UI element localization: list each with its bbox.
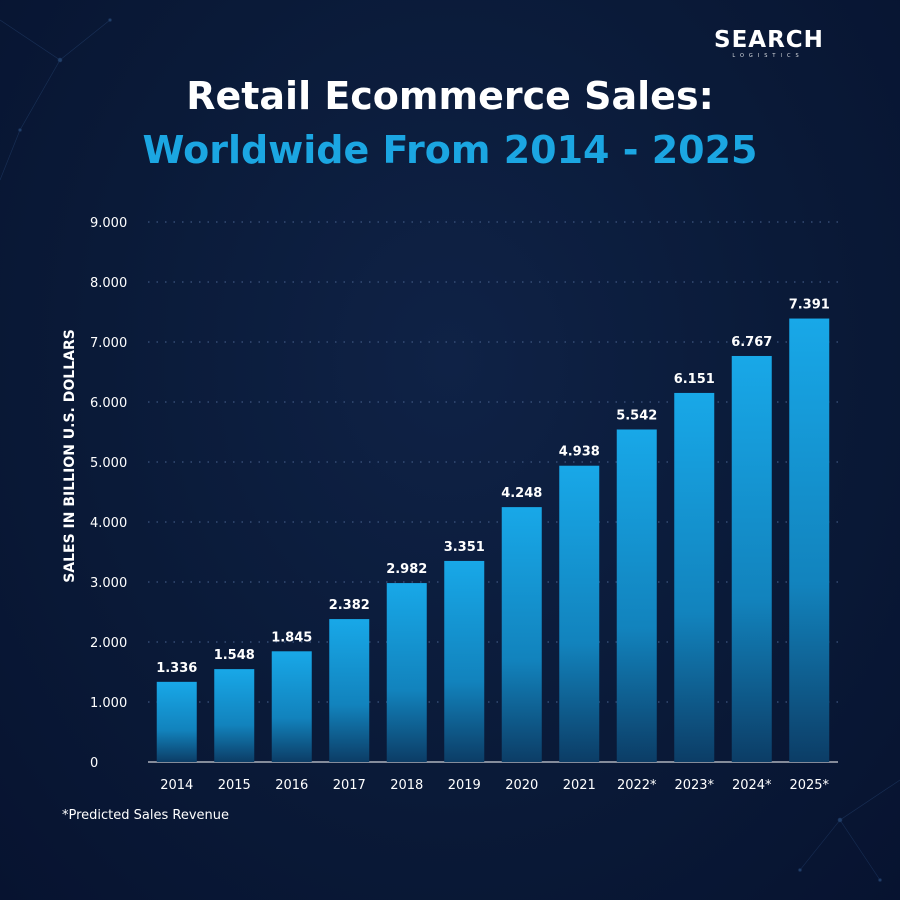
y-tick-label: 1.000 bbox=[90, 696, 127, 711]
bar-2015 bbox=[214, 669, 255, 762]
y-tick-label: 9.000 bbox=[90, 216, 127, 231]
bar-value-label: 5.542 bbox=[616, 408, 657, 423]
y-tick-label: 8.000 bbox=[90, 276, 127, 291]
bar-value-label: 1.845 bbox=[271, 630, 312, 645]
bar-2020 bbox=[501, 507, 542, 762]
bar-2014 bbox=[156, 681, 197, 762]
chart-subtitle: Worldwide From 2014 - 2025 bbox=[142, 128, 758, 172]
x-tick-label: 2019 bbox=[448, 778, 481, 793]
footnote: *Predicted Sales Revenue bbox=[62, 808, 230, 823]
y-tick-label: 3.000 bbox=[90, 576, 127, 591]
logo-wordmark: SEARCH bbox=[714, 27, 824, 53]
x-tick-label: 2025* bbox=[789, 778, 829, 793]
bar-2021 bbox=[559, 465, 600, 762]
bar-value-label: 1.548 bbox=[214, 648, 255, 663]
bar-value-label: 4.938 bbox=[559, 445, 600, 460]
y-tick-label: 7.000 bbox=[90, 336, 127, 351]
bar-value-label: 7.391 bbox=[789, 298, 830, 313]
x-tick-label: 2016 bbox=[275, 778, 308, 793]
x-tick-label: 2015 bbox=[218, 778, 251, 793]
x-tick-label: 2024* bbox=[732, 778, 772, 793]
bar-2025-predicted bbox=[789, 318, 830, 762]
y-tick-label: 0 bbox=[90, 756, 98, 771]
bar-value-label: 6.151 bbox=[674, 372, 715, 387]
bar-value-label: 3.351 bbox=[444, 540, 485, 555]
x-tick-label: 2022* bbox=[617, 778, 657, 793]
logo-subtext: LOGISTICS bbox=[732, 53, 804, 59]
bar-2018 bbox=[386, 583, 427, 762]
bar-2024-predicted bbox=[731, 355, 772, 762]
bar-value-label: 2.382 bbox=[329, 598, 370, 613]
x-tick-label: 2014 bbox=[160, 778, 193, 793]
y-tick-label: 4.000 bbox=[90, 516, 127, 531]
y-tick-label: 6.000 bbox=[90, 396, 127, 411]
y-tick-label: 2.000 bbox=[90, 636, 127, 651]
y-tick-label: 5.000 bbox=[90, 456, 127, 471]
bar-2019 bbox=[444, 560, 485, 762]
bar-value-label: 4.248 bbox=[501, 486, 542, 501]
bar-2022-predicted bbox=[616, 429, 657, 762]
bar-2016 bbox=[271, 651, 312, 762]
x-tick-label: 2020 bbox=[505, 778, 538, 793]
bar-value-label: 2.982 bbox=[386, 562, 427, 577]
x-tick-label: 2017 bbox=[333, 778, 366, 793]
chart-title: Retail Ecommerce Sales: bbox=[186, 74, 714, 118]
bar-value-label: 6.767 bbox=[731, 335, 772, 350]
bar-value-label: 1.336 bbox=[156, 661, 197, 676]
x-tick-label: 2023* bbox=[674, 778, 714, 793]
bar-2023-predicted bbox=[674, 392, 715, 762]
x-tick-label: 2018 bbox=[390, 778, 423, 793]
bar-2017 bbox=[329, 619, 370, 762]
x-tick-label: 2021 bbox=[563, 778, 596, 793]
brand-logo: SEARCH LOGISTICS bbox=[714, 27, 824, 60]
y-axis-label: SALES IN BILLION U.S. DOLLARS bbox=[62, 329, 78, 583]
